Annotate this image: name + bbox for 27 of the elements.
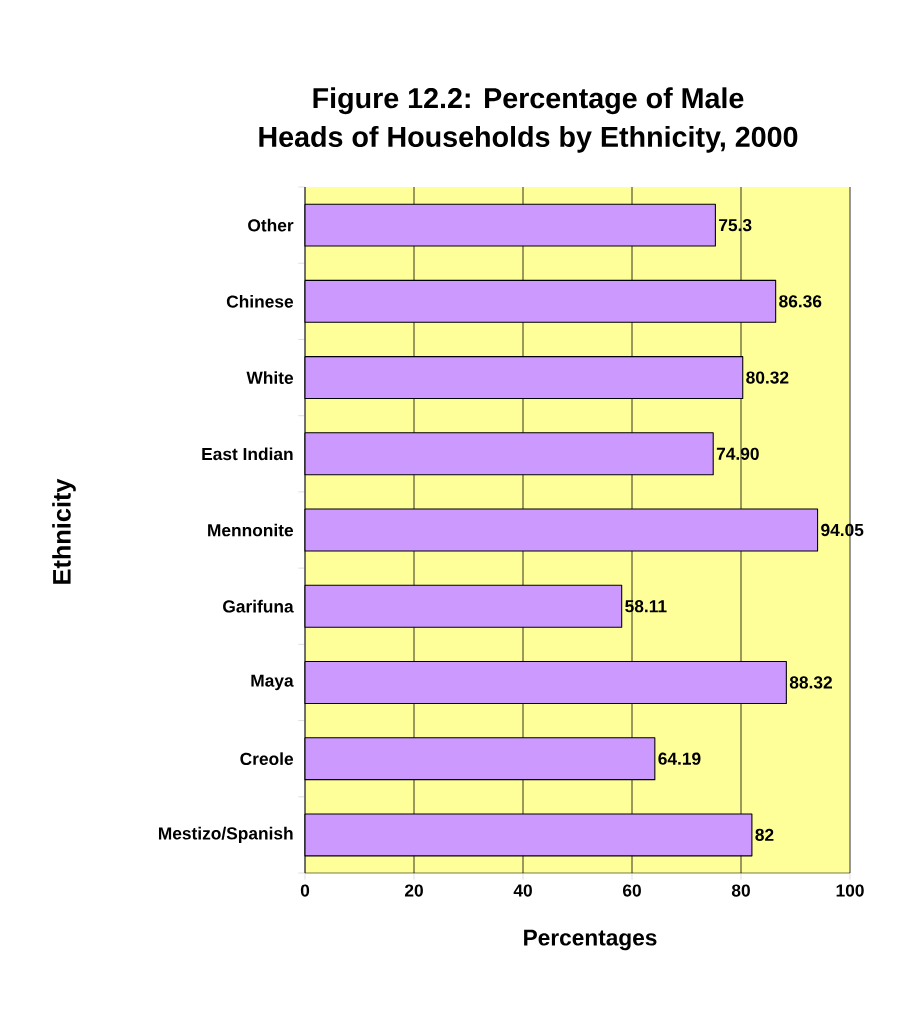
- y-tick-label: Mestizo/Spanish: [158, 826, 293, 843]
- data-label: 75.3: [719, 218, 752, 232]
- data-label: 94.05: [821, 523, 864, 537]
- y-tick-label: Maya: [251, 674, 294, 691]
- data-label: 88.32: [789, 676, 832, 689]
- y-tick-label: Creole: [240, 752, 294, 766]
- data-label: 74.90: [716, 447, 759, 460]
- y-tick-label: Chinese: [226, 294, 294, 308]
- x-tick-label: 20: [404, 884, 423, 897]
- x-tick-label: 60: [622, 884, 641, 897]
- data-label: 64.19: [658, 752, 701, 765]
- x-axis-title: Percentages: [524, 929, 657, 951]
- chart-title: Figure 12.2: Percentage of Male Heads of Households by Ethnicity, 2000: [259, 87, 798, 153]
- y-tick-label: Mennonite: [208, 523, 294, 537]
- data-label: 58.11: [625, 600, 667, 613]
- data-label: 82: [755, 828, 774, 842]
- x-tick-label: 0: [300, 884, 310, 897]
- y-tick-label: White: [246, 371, 294, 384]
- y-axis-title: Ethnicity: [52, 478, 76, 584]
- x-tick-label: 80: [731, 884, 750, 897]
- x-tick-label: 40: [513, 884, 532, 897]
- y-tick-label: Garifuna: [223, 599, 294, 613]
- data-label: 80.32: [746, 371, 789, 384]
- y-tick-label: Other: [248, 218, 294, 232]
- x-tick-label: 100: [836, 884, 864, 897]
- y-tick-label: East Indian: [202, 447, 293, 461]
- data-label: 86.36: [779, 295, 822, 308]
